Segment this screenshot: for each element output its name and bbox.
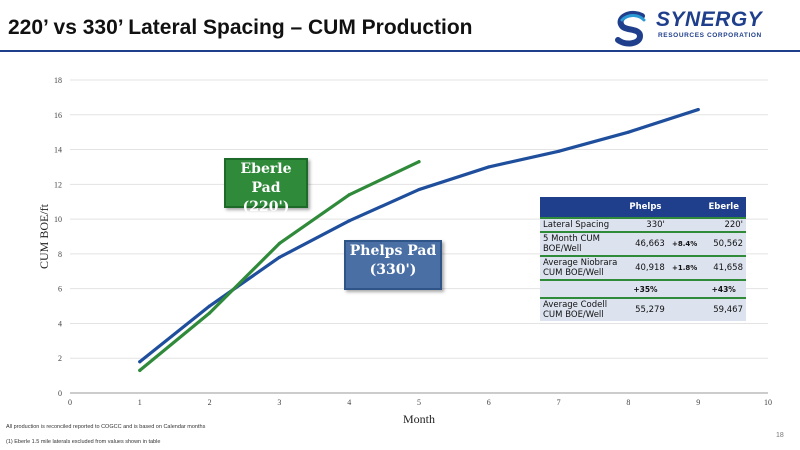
row-label: Lateral Spacing <box>540 217 624 232</box>
y-tick-label: 10 <box>54 215 62 224</box>
x-tick-label: 3 <box>277 398 281 407</box>
pct-change: +1.8% <box>667 255 702 280</box>
x-tick-label: 5 <box>417 398 421 407</box>
x-tick-labels: 0 1 2 3 4 5 6 7 8 9 10 <box>68 398 772 407</box>
data-point <box>138 368 142 372</box>
x-tick-label: 4 <box>347 398 351 407</box>
row-label: 5 Month CUM BOE/Well <box>540 231 624 256</box>
table-row: Average Niobrara CUM BOE/Well 40,918 +1.… <box>540 255 746 280</box>
pct-row-blank <box>540 279 624 298</box>
eberle-value: 59,467 <box>701 297 746 321</box>
phelps-callout-line1: Phelps Pad <box>349 243 437 259</box>
eberle-value: 41,658 <box>701 255 746 280</box>
x-tick-label: 0 <box>68 398 72 407</box>
pct-change <box>667 217 702 232</box>
pct-change <box>667 297 702 321</box>
data-point <box>208 311 212 315</box>
x-axis-title: Month <box>403 412 435 426</box>
table-header-blank <box>540 197 624 218</box>
x-tick-label: 6 <box>487 398 491 407</box>
y-tick-label: 4 <box>58 319 62 328</box>
data-point <box>487 165 491 169</box>
eberle-value: 50,562 <box>701 231 746 256</box>
table-row: 5 Month CUM BOE/Well 46,663 +8.4% 50,562 <box>540 231 746 256</box>
table-row: Average Codell CUM BOE/Well 55,279 59,46… <box>540 297 746 321</box>
phelps-value: 40,918 <box>623 255 668 280</box>
phelps-pad-callout: Phelps Pad (330') <box>344 240 442 290</box>
phelps-pct: +35% <box>623 279 668 298</box>
series-lines <box>138 107 700 372</box>
data-point <box>417 160 421 164</box>
table-row: Lateral Spacing 330' 220' <box>540 217 746 232</box>
data-point <box>347 193 351 197</box>
y-tick-label: 2 <box>58 354 62 363</box>
logo-subtitle: RESOURCES CORPORATION <box>658 32 762 39</box>
comparison-table: Phelps Eberle Lateral Spacing 330' 220' … <box>540 197 746 321</box>
table-header-row: Phelps Eberle <box>540 197 746 218</box>
y-axis-title: CUM BOE/ft <box>37 203 51 269</box>
y-tick-label: 12 <box>54 180 62 189</box>
eberle-callout-line2: (220') <box>242 199 290 215</box>
x-tick-label: 10 <box>764 398 772 407</box>
table-header-eberle: Eberle <box>701 197 746 218</box>
table-pct-row: +35% +43% <box>540 279 746 298</box>
phelps-value: 330' <box>623 217 668 232</box>
data-point <box>347 219 351 223</box>
data-point <box>277 255 281 259</box>
data-point <box>696 107 700 112</box>
data-point <box>417 187 421 192</box>
y-tick-label: 8 <box>58 250 62 259</box>
eberle-pct: +43% <box>701 279 746 298</box>
data-point <box>277 241 281 246</box>
y-tick-label: 6 <box>58 285 62 294</box>
data-point <box>208 304 212 308</box>
eberle-value: 220' <box>701 217 746 232</box>
x-tick-label: 8 <box>626 398 630 407</box>
phelps-value: 55,279 <box>623 297 668 321</box>
table-header-phelps: Phelps <box>623 197 668 218</box>
data-point <box>626 130 631 134</box>
x-tick-label: 2 <box>208 398 212 407</box>
footnote-eberle-laterals: (1) Eberle 1.5 mile laterals excluded fr… <box>6 439 161 445</box>
logo-name: SYNERGY <box>656 8 763 31</box>
page-number: 18 <box>776 432 784 439</box>
table-header-pct <box>667 197 702 218</box>
y-tick-label: 16 <box>54 111 62 120</box>
x-tick-label: 7 <box>557 398 561 407</box>
y-tick-label: 18 <box>54 76 62 85</box>
eberle-pad-callout: Eberle Pad (220') <box>224 158 308 215</box>
phelps-callout-line2: (330') <box>369 262 417 278</box>
x-tick-label: 9 <box>696 398 700 407</box>
x-tick-label: 1 <box>138 398 142 407</box>
pct-change: +8.4% <box>667 231 702 256</box>
eberle-callout-line1: Eberle Pad <box>240 161 292 196</box>
data-point <box>557 149 561 153</box>
title-rule <box>0 50 800 52</box>
company-logo: SYNERGY RESOURCES CORPORATION <box>612 8 792 48</box>
slide-title: 220’ vs 330’ Lateral Spacing – CUM Produ… <box>8 16 473 39</box>
phelps-value: 46,663 <box>623 231 668 256</box>
y-tick-label: 0 <box>58 389 62 398</box>
row-label: Average Niobrara CUM BOE/Well <box>540 255 624 280</box>
y-tick-label: 14 <box>54 146 62 155</box>
logo-swirl-icon <box>615 10 646 47</box>
y-tick-labels: 0 2 4 6 8 10 12 14 16 18 <box>54 76 62 398</box>
data-point <box>138 360 142 364</box>
row-label: Average Codell CUM BOE/Well <box>540 297 624 321</box>
footnote-production: All production is reconciled reported to… <box>6 424 206 430</box>
pct-row-gap <box>667 279 702 298</box>
